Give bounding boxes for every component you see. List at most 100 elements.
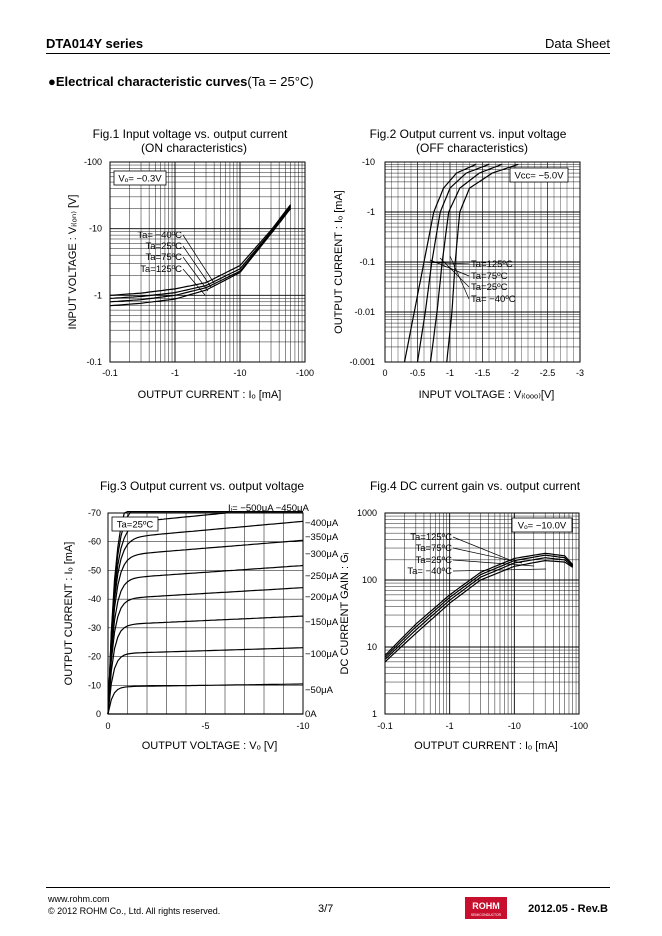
bullet-icon: ● bbox=[48, 74, 56, 89]
curve-label: −300μA bbox=[305, 549, 339, 560]
series-line bbox=[109, 206, 292, 303]
fig1-chart: Fig.1 Input voltage vs. output current(O… bbox=[67, 127, 314, 401]
x-tick-label: -1.5 bbox=[475, 368, 491, 378]
legend-leader bbox=[182, 256, 209, 292]
fig1-condition: Vₒ= −0.3V bbox=[118, 174, 162, 185]
fig3-chart: Fig.3 Output current vs. output voltage 0… bbox=[63, 479, 339, 752]
curve-label: −350μA bbox=[305, 532, 339, 543]
fig4-condition-box bbox=[511, 517, 573, 533]
fig1-condition-box bbox=[113, 170, 167, 186]
legend-leader bbox=[182, 268, 206, 296]
legend-leader bbox=[452, 547, 523, 564]
y-tick-label: -1 bbox=[367, 207, 375, 217]
y-tick-label: -0.001 bbox=[349, 357, 375, 367]
series-line bbox=[429, 163, 503, 363]
y-tick-label: -60 bbox=[88, 537, 101, 547]
y-axis-label: INPUT VOLTAGE : Vᵢ₍ₒₙ₎ [V] bbox=[67, 195, 79, 330]
legend-leader bbox=[429, 259, 470, 277]
legend-leader bbox=[452, 536, 511, 561]
footer-divider bbox=[46, 887, 610, 888]
legend-leader bbox=[182, 234, 215, 284]
y-tick-label: -10 bbox=[88, 680, 101, 690]
curve-label: 0A bbox=[305, 709, 317, 720]
revision: 2012.05 - Rev.B bbox=[528, 903, 608, 915]
series-line bbox=[107, 615, 304, 715]
fig2-condition: Vᴄᴄ= −5.0V bbox=[514, 171, 564, 182]
y-tick-label: -0.1 bbox=[86, 357, 102, 367]
series-line bbox=[384, 554, 574, 658]
series-line bbox=[384, 552, 574, 656]
fig3-condition: Ta=25ºC bbox=[117, 520, 154, 531]
x-tick-label: -5 bbox=[201, 721, 209, 731]
x-tick-label: -10 bbox=[233, 368, 246, 378]
x-tick-label: -10 bbox=[296, 721, 309, 731]
page-number: 3/7 bbox=[318, 903, 334, 915]
series-line bbox=[107, 520, 304, 715]
fig3-condition-box bbox=[111, 516, 159, 532]
legend-label: Ta= −40ºC bbox=[471, 294, 516, 305]
legend-label: Ta= −40ºC bbox=[137, 230, 182, 241]
x-tick-label: 0 bbox=[382, 368, 387, 378]
y-tick-label: 10 bbox=[367, 642, 377, 652]
doc-title: DTA014Y series bbox=[46, 36, 144, 51]
legend-leader bbox=[452, 559, 535, 567]
plot-frame bbox=[384, 512, 580, 715]
fig4-chart: Fig.4 DC current gain vs. output current… bbox=[339, 479, 588, 752]
series-line bbox=[107, 587, 304, 715]
series-line bbox=[107, 647, 304, 715]
svg-text:SEMICONDUCTOR: SEMICONDUCTOR bbox=[471, 913, 502, 917]
footer-url[interactable]: www.rohm.com bbox=[48, 894, 110, 904]
series-line bbox=[107, 683, 303, 715]
legend-label: Ta= −40ºC bbox=[407, 566, 452, 577]
y-tick-label: -40 bbox=[88, 594, 101, 604]
header-divider bbox=[46, 53, 610, 54]
y-tick-label: -10 bbox=[362, 157, 375, 167]
fig4-title: Fig.4 DC current gain vs. output current bbox=[370, 479, 581, 493]
curve-label: −250μA bbox=[305, 571, 339, 582]
legend-leader bbox=[449, 255, 470, 300]
section-title: Electrical characteristic curves bbox=[55, 74, 248, 89]
legend-leader bbox=[419, 261, 470, 265]
series-line bbox=[109, 205, 292, 299]
legend-label: Ta=125ºC bbox=[471, 259, 513, 270]
y-axis-label: OUTPUT CURRENT : Iₒ [mA] bbox=[63, 542, 75, 686]
legend-label: Ta=75ºC bbox=[471, 271, 508, 282]
legend-label: Ta=25ºC bbox=[416, 555, 453, 566]
fig3-title: Fig.3 Output current vs. output voltage bbox=[100, 479, 304, 493]
curve-label: −150μA bbox=[305, 617, 339, 628]
y-tick-label: 0 bbox=[96, 709, 101, 719]
series-line bbox=[109, 204, 292, 296]
y-tick-label: -0.1 bbox=[359, 257, 375, 267]
series-line bbox=[384, 559, 574, 663]
x-tick-label: -1 bbox=[446, 721, 454, 731]
y-tick-label: 100 bbox=[362, 575, 377, 585]
fig1-title-sub: (ON characteristics) bbox=[141, 141, 247, 155]
fig3-top-note: Iᵢ= −500μA −450μA bbox=[228, 503, 310, 514]
x-tick-label: -3 bbox=[576, 368, 584, 378]
y-tick-label: -100 bbox=[84, 157, 102, 167]
y-tick-label: -0.01 bbox=[354, 307, 375, 317]
curve-label: −400μA bbox=[305, 518, 339, 529]
x-tick-label: -0.1 bbox=[377, 721, 393, 731]
legend-leader bbox=[182, 245, 212, 288]
legend-leader bbox=[439, 257, 470, 288]
series-line bbox=[107, 564, 304, 715]
x-tick-label: -0.1 bbox=[102, 368, 118, 378]
legend-leader bbox=[452, 568, 547, 572]
svg-text:ROHM: ROHM bbox=[472, 901, 500, 911]
plot-frame bbox=[384, 161, 581, 363]
fig1-title: Fig.1 Input voltage vs. output current bbox=[93, 127, 288, 141]
y-tick-label: -70 bbox=[88, 508, 101, 518]
x-tick-label: -0.5 bbox=[410, 368, 426, 378]
x-tick-label: -10 bbox=[508, 721, 521, 731]
legend-label: Ta=25ºC bbox=[146, 241, 183, 252]
legend-label: Ta=25ºC bbox=[471, 282, 508, 293]
x-axis-label: INPUT VOLTAGE : Vᵢ₍ₒₒₒ₎[V] bbox=[419, 389, 555, 401]
x-tick-label: -100 bbox=[570, 721, 588, 731]
doc-type: Data Sheet bbox=[544, 36, 610, 51]
section-heading: ●Electrical characteristic curves(Ta = 2… bbox=[48, 74, 314, 89]
curve-label: −200μA bbox=[305, 592, 339, 603]
section-condition: (Ta = 25°C) bbox=[247, 74, 314, 89]
x-axis-label: OUTPUT CURRENT : Iₒ [mA] bbox=[414, 740, 558, 752]
